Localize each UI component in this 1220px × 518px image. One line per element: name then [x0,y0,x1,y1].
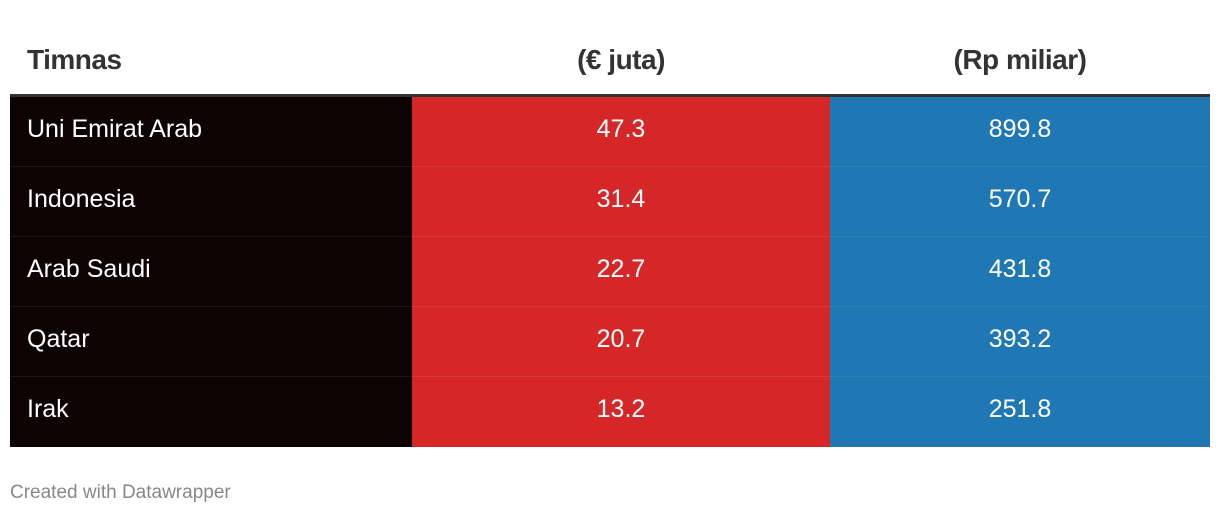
table-row: Arab Saudi 22.7 431.8 [10,237,1210,307]
table-row: Uni Emirat Arab 47.3 899.8 [10,97,1210,167]
table-cell: 31.4 [412,167,830,237]
table-cell: Qatar [10,307,412,377]
table-cell: Arab Saudi [10,237,412,307]
table-row: Qatar 20.7 393.2 [10,307,1210,377]
table-cell: 47.3 [412,97,830,167]
table-cell: 20.7 [412,307,830,377]
table-cell: Irak [10,377,412,447]
table-header: Timnas (€ juta) (Rp miliar) [10,36,1210,97]
table-cell: 22.7 [412,237,830,307]
table-cell: Uni Emirat Arab [10,97,412,167]
header-cell: (€ juta) [577,44,665,75]
header-cell: Timnas [27,44,122,75]
table-cell: 393.2 [830,307,1210,377]
footer: Created with Datawrapper [10,482,231,503]
header-cell: (Rp miliar) [953,44,1087,75]
table-row: Indonesia 31.4 570.7 [10,167,1210,237]
table-cell: 899.8 [830,97,1210,167]
table-cell: Indonesia [10,167,412,237]
table-cell: 251.8 [830,377,1210,447]
table-row: Irak 13.2 251.8 [10,377,1210,447]
table-body: Uni Emirat Arab 47.3 899.8 Indonesia 31.4 570… [10,97,1210,447]
table-cell: 13.2 [412,377,830,447]
table-cell: 570.7 [830,167,1210,237]
table-cell: 431.8 [830,237,1210,307]
